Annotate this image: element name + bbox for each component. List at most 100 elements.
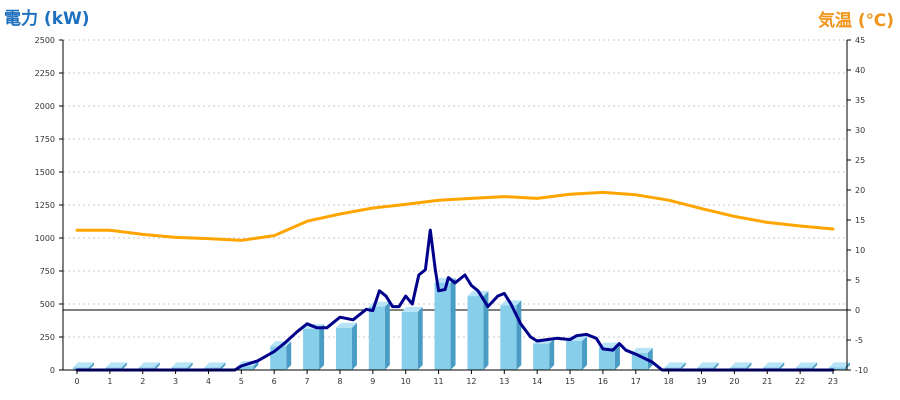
series-lines xyxy=(75,190,835,372)
axes xyxy=(59,39,851,374)
bar-side xyxy=(647,347,653,370)
y-axis-left-title: 電力 (kW) xyxy=(4,9,90,29)
bar-10 xyxy=(401,306,423,370)
x-tick-label: 9 xyxy=(370,377,375,386)
x-tick-label: 8 xyxy=(337,377,342,386)
x-tick-label: 12 xyxy=(466,377,476,386)
bar-top xyxy=(73,362,94,368)
y-left-tick-label: 2500 xyxy=(35,36,55,45)
bar-side xyxy=(121,362,127,370)
y-left-tick-label: 1500 xyxy=(35,168,55,177)
x-tick-label: 17 xyxy=(631,377,641,386)
bar-front xyxy=(598,347,615,370)
bar-front xyxy=(467,296,484,370)
y-right-tick-label: -10 xyxy=(855,366,868,375)
x-tick-label: 3 xyxy=(173,377,178,386)
x-tick-label: 4 xyxy=(206,377,211,386)
x-tick-label: 14 xyxy=(532,377,542,386)
bar-side xyxy=(582,335,588,370)
bar-side xyxy=(286,341,292,370)
bar-side xyxy=(713,362,719,370)
x-tick-label: 16 xyxy=(598,377,608,386)
bar-13 xyxy=(500,300,522,370)
y-right-tick-label: 30 xyxy=(855,126,865,135)
bar-front xyxy=(500,305,517,370)
temperature-line xyxy=(75,190,835,242)
x-tick-label: 13 xyxy=(499,377,509,386)
bar-top xyxy=(467,291,489,297)
x-tick-label: 19 xyxy=(696,377,706,386)
y-right-tick-label: 45 xyxy=(855,36,865,45)
bar-side xyxy=(417,306,423,370)
x-tick-label: 15 xyxy=(565,377,575,386)
bar-12 xyxy=(467,291,489,370)
bar-top xyxy=(796,362,818,368)
bar-side xyxy=(483,291,489,370)
y-left-tick-label: 250 xyxy=(40,333,55,342)
bar-7 xyxy=(303,324,325,370)
bar-side xyxy=(89,362,94,370)
bar-side xyxy=(450,277,456,370)
bar-front xyxy=(401,311,418,370)
bar-9 xyxy=(368,301,390,370)
bar-front xyxy=(335,327,352,370)
bar-side xyxy=(614,342,620,370)
x-tick-label: 10 xyxy=(401,377,411,386)
bar-side xyxy=(516,300,522,370)
x-tick-label: 7 xyxy=(305,377,310,386)
x-tick-label: 23 xyxy=(828,377,838,386)
power-bars xyxy=(73,277,850,370)
bar-front xyxy=(434,282,451,370)
x-tick-label: 5 xyxy=(239,377,244,386)
x-tick-label: 1 xyxy=(107,377,112,386)
bar-15 xyxy=(566,335,588,370)
bar-front xyxy=(566,340,583,370)
bar-side xyxy=(351,322,357,370)
x-tick-label: 20 xyxy=(729,377,739,386)
y-right-tick-label: 10 xyxy=(855,246,865,255)
y-left-tick-label: 500 xyxy=(40,300,55,309)
power-line xyxy=(75,228,835,372)
bar-front xyxy=(829,367,845,370)
bar-side xyxy=(812,362,818,370)
y-right-tick-label: 20 xyxy=(855,186,865,195)
bar-side xyxy=(384,301,390,370)
bar-top xyxy=(697,362,719,368)
y-left-tick-label: 1000 xyxy=(35,234,55,243)
x-tick-label: 22 xyxy=(795,377,805,386)
bar-top xyxy=(730,362,752,368)
bar-top xyxy=(335,322,357,328)
y-right-tick-label: 0 xyxy=(855,306,860,315)
bar-top xyxy=(763,362,785,368)
y-right-tick-label: -5 xyxy=(855,336,863,345)
y-left-tick-label: 1750 xyxy=(35,135,55,144)
bar-top xyxy=(105,362,127,368)
y-right-tick-label: 35 xyxy=(855,96,865,105)
bar-11 xyxy=(434,277,456,370)
x-tick-label: 0 xyxy=(74,377,79,386)
bar-side xyxy=(220,362,226,370)
bar-side xyxy=(680,362,686,370)
bar-side xyxy=(253,361,259,370)
x-tick-label: 11 xyxy=(433,377,443,386)
y-right-tick-label: 40 xyxy=(855,66,865,75)
tick-labels: 02505007501000125015001750200022502500-1… xyxy=(35,36,868,386)
x-tick-label: 21 xyxy=(762,377,772,386)
bar-front xyxy=(368,306,385,370)
bar-side xyxy=(187,362,193,370)
y-left-tick-label: 1250 xyxy=(35,201,55,210)
x-tick-label: 2 xyxy=(140,377,145,386)
bar-top xyxy=(401,306,423,312)
bar-14 xyxy=(533,338,555,370)
y-right-tick-label: 15 xyxy=(855,216,865,225)
bar-side xyxy=(549,338,555,370)
bar-front xyxy=(237,366,254,370)
bar-top xyxy=(204,362,226,368)
y-right-tick-label: 5 xyxy=(855,276,860,285)
bar-8 xyxy=(335,322,357,370)
x-tick-label: 18 xyxy=(664,377,674,386)
y-right-tick-label: 25 xyxy=(855,156,865,165)
bar-side xyxy=(779,362,785,370)
y-left-tick-label: 2000 xyxy=(35,102,55,111)
